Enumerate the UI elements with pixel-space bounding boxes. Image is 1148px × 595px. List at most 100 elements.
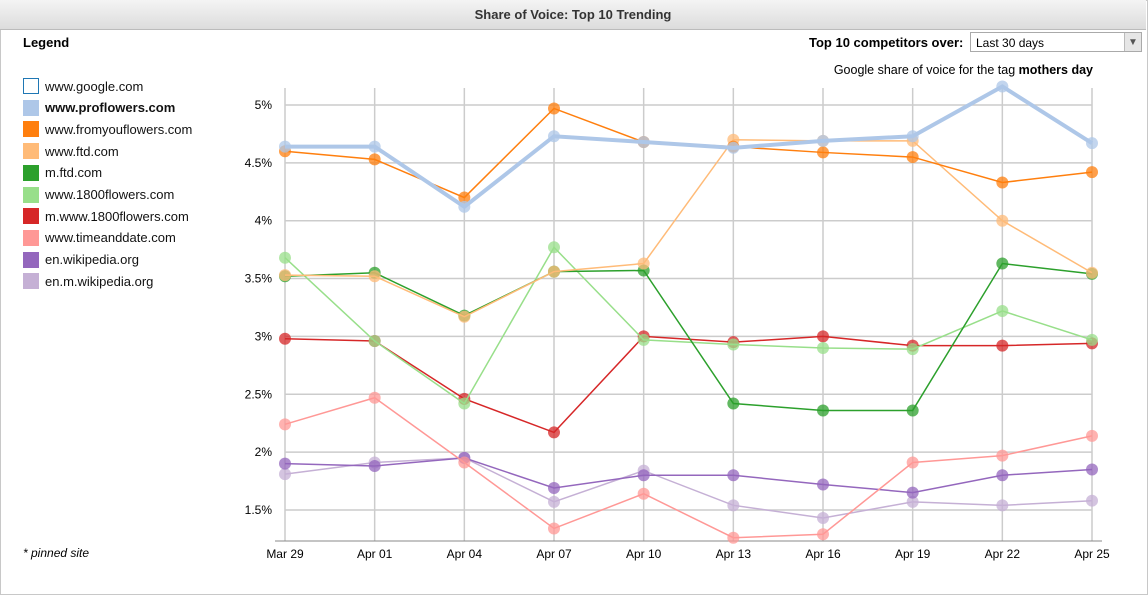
data-point xyxy=(279,332,291,345)
x-tick-label: Apr 04 xyxy=(447,547,483,561)
data-point xyxy=(727,338,740,351)
data-point xyxy=(817,404,829,417)
y-tick-label: 3% xyxy=(255,329,273,343)
x-tick-label: Apr 13 xyxy=(716,547,752,561)
data-point xyxy=(727,531,740,544)
data-point xyxy=(637,487,650,500)
data-point xyxy=(458,456,471,469)
legend-label: www.ftd.com xyxy=(45,143,119,159)
legend-label: www.google.com xyxy=(45,78,144,94)
legend-item[interactable]: m.www.1800flowers.com xyxy=(23,206,189,226)
legend-label: www.1800flowers.com xyxy=(45,187,175,202)
x-tick-label: Apr 22 xyxy=(985,547,1021,561)
series-www.proflowers.com xyxy=(279,80,1098,213)
chevron-down-icon[interactable]: ▼ xyxy=(1124,33,1141,51)
series-line xyxy=(284,457,1093,494)
series-line xyxy=(285,84,1094,210)
data-point xyxy=(906,404,919,417)
data-point xyxy=(906,486,919,499)
legend-label: m.www.1800flowers.com xyxy=(45,208,189,224)
series-www.1800flowers.com xyxy=(279,241,1098,410)
data-point xyxy=(996,449,1009,462)
legend-item[interactable]: www.timeanddate.com xyxy=(23,228,176,248)
y-tick-label: 4.5% xyxy=(245,156,273,170)
range-select[interactable]: Last 30 days ▼ xyxy=(970,32,1142,52)
series-line xyxy=(284,335,1093,434)
data-point xyxy=(458,397,471,410)
data-point xyxy=(996,304,1009,317)
data-point xyxy=(637,257,650,270)
data-point xyxy=(1086,266,1098,279)
chart-subtitle: Google share of voice for the tag mother… xyxy=(834,63,1093,77)
data-point xyxy=(817,528,829,541)
series-line xyxy=(284,246,1093,405)
y-tick-label: 2.5% xyxy=(245,387,273,401)
data-point xyxy=(996,257,1009,270)
legend-swatch xyxy=(23,164,39,181)
data-point xyxy=(817,146,829,159)
data-point xyxy=(279,468,291,481)
series-line xyxy=(284,396,1093,539)
data-point xyxy=(727,397,740,410)
data-point xyxy=(1086,429,1098,442)
data-point xyxy=(548,265,560,278)
legend-label: www.timeanddate.com xyxy=(45,230,176,246)
data-point xyxy=(817,330,829,343)
data-point xyxy=(817,512,829,525)
legend-item[interactable]: en.m.wikipedia.org xyxy=(23,271,153,291)
pinned-note: * pinned site xyxy=(23,546,90,560)
series-en.wikipedia.org xyxy=(279,451,1098,499)
x-tick-label: Apr 07 xyxy=(536,547,572,561)
legend-item[interactable]: www.google.com xyxy=(23,76,143,96)
data-point xyxy=(996,176,1009,189)
series-line xyxy=(284,457,1093,519)
series-en.m.wikipedia.org xyxy=(279,451,1098,525)
x-tick-label: Apr 16 xyxy=(805,547,841,561)
data-point xyxy=(906,130,919,143)
data-point xyxy=(368,270,381,283)
data-point xyxy=(279,457,291,470)
data-point xyxy=(368,391,381,404)
legend-item[interactable]: www.fromyouflowers.com xyxy=(23,119,192,139)
data-point xyxy=(368,140,381,153)
legend-label: m.ftd.com xyxy=(45,165,103,181)
data-point xyxy=(548,241,560,254)
data-point xyxy=(548,481,560,494)
legend-label: en.wikipedia.org xyxy=(45,252,139,268)
data-point xyxy=(996,80,1009,93)
series-www.fromyouflowers.com xyxy=(279,102,1098,204)
subtitle-prefix: Google share of voice for the tag xyxy=(833,63,1019,77)
data-point xyxy=(996,214,1009,227)
series-m.www.1800flowers.com xyxy=(279,330,1098,439)
legend-label: en.m.wikipedia.org xyxy=(45,273,154,289)
data-point xyxy=(548,426,560,439)
data-point xyxy=(1086,463,1098,476)
legend-item[interactable]: www.ftd.com xyxy=(23,141,119,161)
legend-swatch xyxy=(23,273,39,290)
legend-swatch xyxy=(23,208,39,225)
y-tick-label: 1.5% xyxy=(245,503,273,517)
data-point xyxy=(1086,166,1098,179)
legend-item[interactable]: www.1800flowers.com xyxy=(23,185,174,205)
data-point xyxy=(906,151,919,164)
data-point xyxy=(368,335,381,348)
x-tick-label: Mar 29 xyxy=(266,547,304,561)
series-line xyxy=(284,138,1093,318)
y-tick-label: 4% xyxy=(255,214,273,228)
legend-label: www.fromyouflowers.com xyxy=(45,121,193,137)
y-tick-label: 5% xyxy=(255,98,273,112)
data-point xyxy=(906,456,919,469)
data-point xyxy=(637,136,650,149)
competitors-label: Top 10 competitors over: xyxy=(809,35,964,50)
data-point xyxy=(817,341,829,354)
legend-label: www.proflowers.com xyxy=(45,100,176,116)
data-point xyxy=(1086,333,1098,346)
legend-swatch xyxy=(23,99,39,116)
panel-title: Share of Voice: Top 10 Trending xyxy=(0,0,1146,30)
data-point xyxy=(279,140,291,153)
legend-item[interactable]: en.wikipedia.org xyxy=(23,250,139,270)
legend-item[interactable]: www.proflowers.com xyxy=(23,98,175,118)
legend-item[interactable]: m.ftd.com xyxy=(23,163,102,183)
data-point xyxy=(1086,494,1098,507)
series-line xyxy=(284,107,1093,199)
